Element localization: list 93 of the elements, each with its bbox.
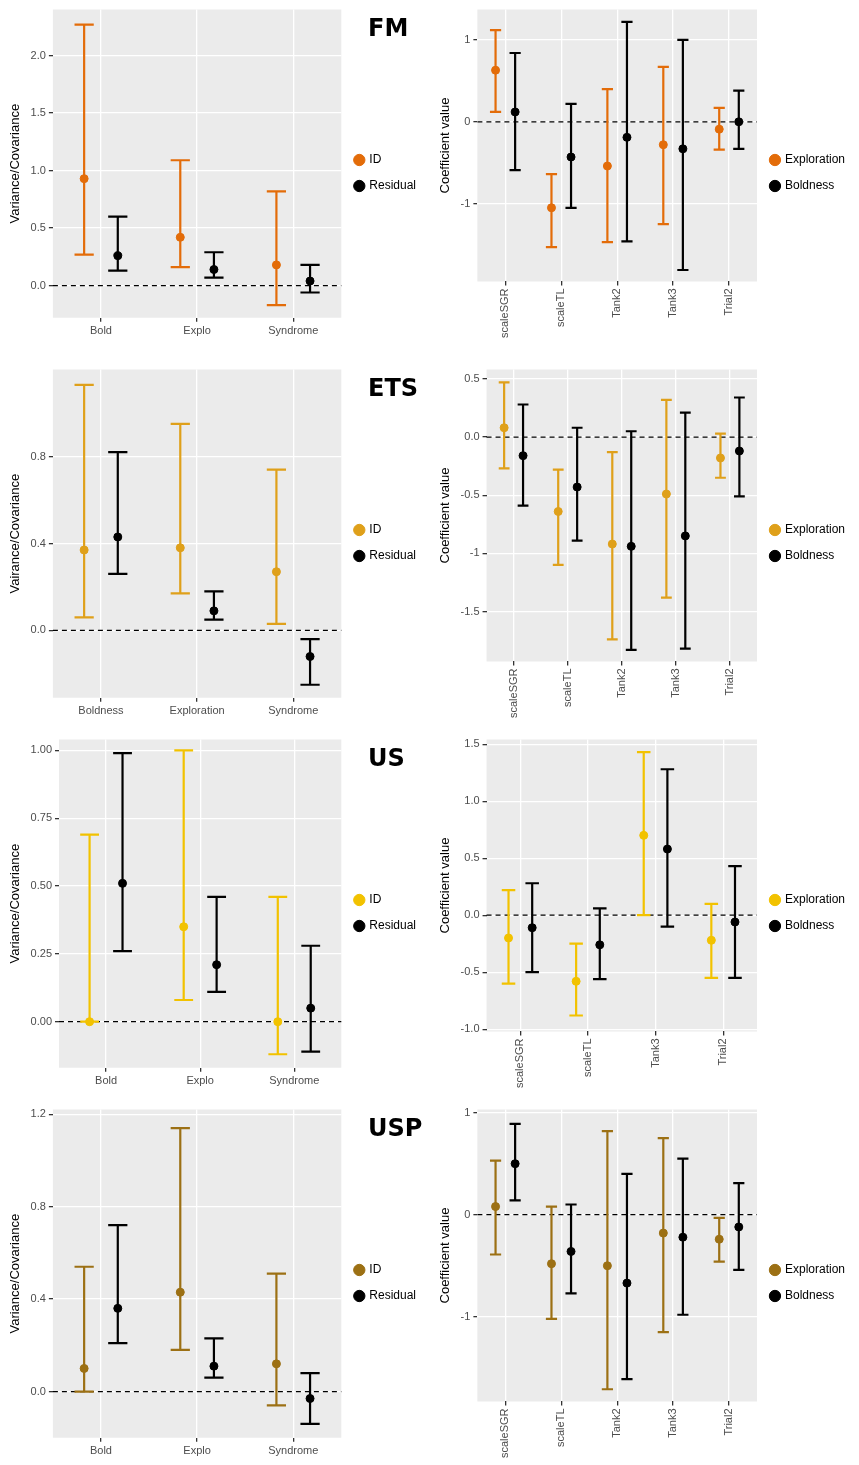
y-axis-title: Coefficient value bbox=[437, 837, 453, 934]
y-tick-label: 1.5 bbox=[464, 737, 480, 750]
y-tick-label: -1 bbox=[469, 546, 480, 559]
x-tick-label: Explo bbox=[186, 1074, 214, 1087]
x-tick-label: Explo bbox=[183, 1444, 211, 1457]
y-tick-label: 0.0 bbox=[464, 908, 480, 921]
legend-label: Boldness bbox=[784, 178, 835, 193]
legend-label: Boldness bbox=[784, 1288, 835, 1303]
y-tick-label: 1 bbox=[464, 32, 471, 45]
y-axis-title: Variance/Covariance bbox=[7, 103, 23, 224]
legend-label: Residual bbox=[369, 178, 417, 193]
x-tick-label: Explo bbox=[183, 324, 211, 337]
x-tick-label: Trial2 bbox=[716, 1038, 729, 1066]
chart-title: FM bbox=[368, 14, 409, 42]
y-tick-label: 0.0 bbox=[30, 623, 46, 636]
x-tick-label: Syndrome bbox=[268, 704, 319, 717]
y-tick-label: 0.8 bbox=[30, 1199, 46, 1212]
y-tick-label: 1.00 bbox=[30, 743, 53, 756]
chart-title: US bbox=[368, 744, 405, 772]
x-tick-label: scaleTL bbox=[554, 288, 567, 328]
y-axis-title: Variance/Covariance bbox=[7, 1213, 23, 1334]
y-tick-label: 0 bbox=[464, 1207, 471, 1220]
y-tick-label: 1.5 bbox=[30, 106, 46, 119]
x-tick-label: scaleTL bbox=[554, 1408, 567, 1448]
legend-label: Exploration bbox=[784, 522, 846, 537]
y-tick-label: 0.8 bbox=[30, 449, 46, 462]
x-tick-label: Boldness bbox=[78, 704, 125, 717]
legend-label: Residual bbox=[369, 918, 417, 933]
x-tick-label: Tank3 bbox=[648, 1038, 661, 1068]
legend-label: ID bbox=[369, 152, 382, 167]
legend-label: Residual bbox=[369, 1288, 417, 1303]
legend-label: Exploration bbox=[784, 892, 846, 907]
x-tick-label: Tank2 bbox=[610, 1408, 623, 1438]
x-tick-label: scaleSGR bbox=[506, 668, 519, 719]
x-tick-label: Bold bbox=[95, 1074, 118, 1087]
x-tick-label: Trial2 bbox=[722, 288, 735, 316]
y-tick-label: 0.75 bbox=[30, 811, 53, 824]
y-tick-label: 0.4 bbox=[30, 1292, 46, 1305]
y-axis-title: Vairance/Covariance bbox=[7, 473, 23, 594]
legend-label: ID bbox=[369, 1262, 382, 1277]
x-tick-label: scaleTL bbox=[560, 668, 573, 708]
y-tick-label: 1.2 bbox=[30, 1107, 46, 1120]
y-tick-label: 0.0 bbox=[30, 1384, 46, 1397]
x-tick-label: scaleSGR bbox=[513, 1038, 526, 1089]
y-tick-label: 0.25 bbox=[30, 946, 53, 959]
y-tick-label: 0 bbox=[464, 114, 471, 127]
y-tick-label: 0.0 bbox=[464, 430, 480, 443]
chart-title: USP bbox=[368, 1114, 423, 1142]
legend-label: Exploration bbox=[784, 152, 846, 167]
y-tick-label: 0.5 bbox=[30, 221, 46, 234]
y-tick-label: -1 bbox=[460, 196, 471, 209]
y-tick-label: -0.5 bbox=[460, 965, 480, 978]
x-tick-label: Tank2 bbox=[610, 288, 623, 318]
legend-label: Residual bbox=[369, 548, 417, 563]
y-tick-label: -1 bbox=[460, 1309, 471, 1322]
x-tick-label: Syndrome bbox=[268, 1444, 319, 1457]
x-tick-label: Bold bbox=[89, 1444, 112, 1457]
legend-label: ID bbox=[369, 522, 382, 537]
y-axis-title: Coefficient value bbox=[437, 467, 453, 564]
x-tick-label: Tank3 bbox=[668, 668, 681, 698]
y-tick-label: 2.0 bbox=[30, 48, 46, 61]
y-axis-title: Coefficient value bbox=[437, 1207, 453, 1304]
chart-title: ETS bbox=[368, 374, 419, 402]
x-tick-label: Exploration bbox=[169, 704, 225, 717]
x-tick-label: Trial2 bbox=[722, 1408, 735, 1436]
x-tick-label: scaleSGR bbox=[498, 1408, 511, 1459]
y-tick-label: 0.50 bbox=[30, 879, 53, 892]
y-tick-label: 0.0 bbox=[30, 278, 46, 291]
y-tick-label: -0.5 bbox=[460, 488, 480, 501]
x-tick-label: scaleSGR bbox=[498, 288, 511, 339]
y-tick-label: 0.00 bbox=[30, 1014, 53, 1027]
x-tick-label: Tank3 bbox=[666, 288, 679, 318]
y-tick-label: -1.5 bbox=[460, 604, 480, 617]
y-tick-label: -1.0 bbox=[460, 1022, 480, 1035]
x-tick-label: Syndrome bbox=[269, 1074, 320, 1087]
y-tick-label: 1.0 bbox=[464, 794, 480, 807]
y-tick-label: 0.5 bbox=[464, 371, 480, 384]
x-tick-label: Trial2 bbox=[722, 668, 735, 696]
legend-label: ID bbox=[369, 892, 382, 907]
y-axis-title: Variance/Covariance bbox=[7, 843, 23, 964]
y-tick-label: 0.4 bbox=[30, 536, 46, 549]
legend-label: Boldness bbox=[784, 548, 835, 563]
x-tick-label: Tank2 bbox=[614, 668, 627, 698]
y-tick-label: 0.5 bbox=[464, 851, 480, 864]
x-tick-label: Tank3 bbox=[666, 1408, 679, 1438]
legend-label: Boldness bbox=[784, 918, 835, 933]
x-tick-label: scaleTL bbox=[580, 1038, 593, 1078]
x-tick-label: Syndrome bbox=[268, 324, 319, 337]
x-tick-label: Bold bbox=[89, 324, 112, 337]
legend-label: Exploration bbox=[784, 1262, 846, 1277]
y-tick-label: 1 bbox=[464, 1105, 471, 1118]
y-tick-label: 1.0 bbox=[30, 163, 46, 176]
y-axis-title: Coefficient value bbox=[437, 97, 453, 194]
